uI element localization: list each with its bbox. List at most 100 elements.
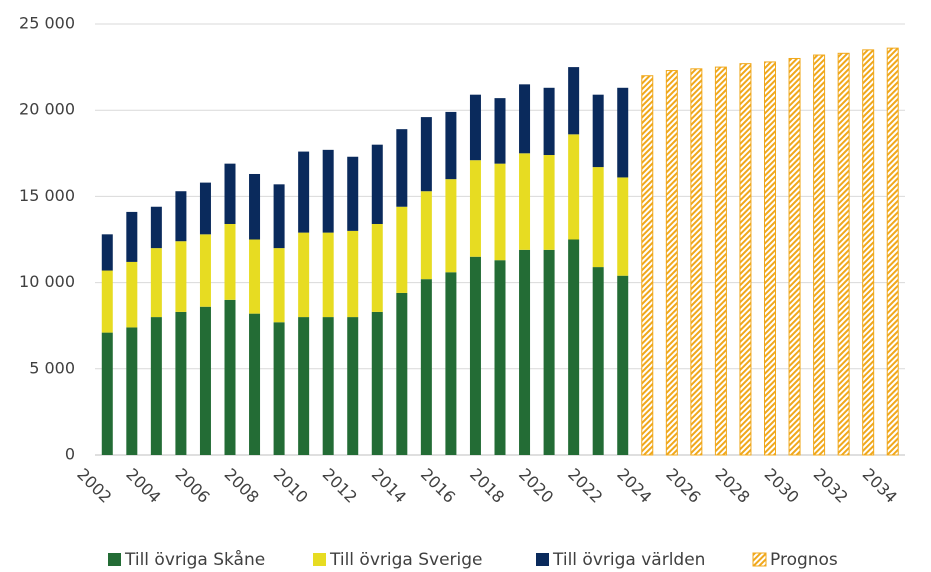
bar	[273, 322, 285, 455]
x-tick-label: 2030	[761, 465, 803, 507]
bar	[126, 261, 138, 328]
x-tick-label: 2010	[270, 465, 312, 507]
bar	[665, 70, 678, 456]
y-tick-label: 15 000	[19, 186, 75, 205]
legend-swatch	[536, 553, 549, 566]
bar	[371, 311, 383, 455]
bar	[150, 317, 162, 455]
bar	[617, 177, 629, 276]
bar	[592, 94, 604, 168]
bar	[813, 54, 826, 456]
bar	[469, 94, 481, 161]
bar	[494, 260, 506, 455]
bar	[199, 234, 211, 307]
legend-swatch	[108, 553, 121, 566]
x-tick-label: 2020	[515, 465, 557, 507]
bar	[347, 230, 359, 318]
bar	[519, 249, 531, 455]
bar	[199, 306, 211, 455]
bar	[249, 173, 261, 240]
legend-label: Till övriga Sverige	[329, 550, 483, 570]
bar	[592, 267, 604, 455]
bar	[543, 155, 555, 250]
bar	[714, 66, 727, 456]
bar	[298, 151, 310, 233]
bar	[396, 129, 408, 207]
bar	[396, 206, 408, 293]
bar	[837, 52, 850, 456]
x-tick-label: 2024	[613, 465, 655, 507]
bar	[101, 270, 113, 333]
bar	[420, 191, 432, 280]
bar	[298, 317, 310, 455]
bar	[469, 160, 481, 257]
x-tick-label: 2014	[368, 465, 410, 507]
bar	[690, 68, 703, 456]
x-tick-label: 2022	[564, 465, 606, 507]
legend-label: Till övriga Skåne	[124, 549, 265, 570]
x-tick-label: 2008	[221, 465, 263, 507]
x-tick-label: 2026	[662, 465, 704, 507]
bar	[371, 144, 383, 224]
x-tick-label: 2004	[122, 465, 164, 507]
bar	[150, 248, 162, 318]
x-tick-label: 2028	[711, 465, 753, 507]
bar	[543, 87, 555, 156]
bar	[347, 317, 359, 455]
y-tick-label: 10 000	[19, 272, 75, 291]
bar	[322, 149, 334, 233]
bar	[224, 163, 236, 224]
bar	[568, 134, 580, 240]
bar	[420, 117, 432, 192]
bar	[322, 317, 334, 455]
bar	[371, 223, 383, 312]
bar	[126, 327, 138, 455]
y-tick-label: 0	[65, 445, 75, 464]
legend-swatch	[313, 553, 326, 566]
bar	[519, 84, 531, 154]
bar	[764, 61, 776, 456]
bar	[273, 184, 285, 249]
bar	[445, 179, 457, 273]
bar	[224, 299, 236, 455]
bar	[101, 332, 113, 455]
legend-label: Prognos	[770, 550, 838, 570]
y-tick-label: 5 000	[29, 358, 75, 377]
bar	[101, 234, 113, 271]
legend-swatch	[752, 552, 767, 567]
bar	[617, 87, 629, 178]
y-tick-label: 25 000	[19, 14, 75, 33]
bar	[886, 47, 899, 456]
x-tick-label: 2012	[319, 465, 361, 507]
bar	[199, 182, 211, 235]
bar	[322, 232, 334, 318]
y-tick-label: 20 000	[19, 100, 75, 119]
bar	[298, 232, 310, 318]
bar	[445, 111, 457, 180]
bar	[126, 211, 138, 262]
bar	[568, 67, 580, 135]
bar	[150, 206, 162, 249]
bar	[420, 279, 432, 455]
bar	[249, 239, 261, 314]
x-tick-label: 2002	[73, 465, 115, 507]
x-tick-label: 2034	[859, 465, 901, 507]
bar	[862, 49, 875, 456]
bar	[445, 272, 457, 455]
bar	[494, 163, 506, 261]
bar	[592, 167, 604, 268]
bar	[347, 156, 359, 231]
bar	[641, 75, 654, 456]
bar	[519, 153, 531, 250]
x-tick-label: 2018	[466, 465, 508, 507]
legend-label: Till övriga världen	[552, 550, 705, 570]
x-tick-label: 2032	[810, 465, 852, 507]
bar	[175, 191, 187, 242]
bar	[249, 313, 261, 455]
bar	[494, 98, 506, 164]
bar	[788, 57, 801, 456]
bar	[175, 241, 187, 312]
bar	[175, 311, 187, 455]
bar	[617, 275, 629, 455]
